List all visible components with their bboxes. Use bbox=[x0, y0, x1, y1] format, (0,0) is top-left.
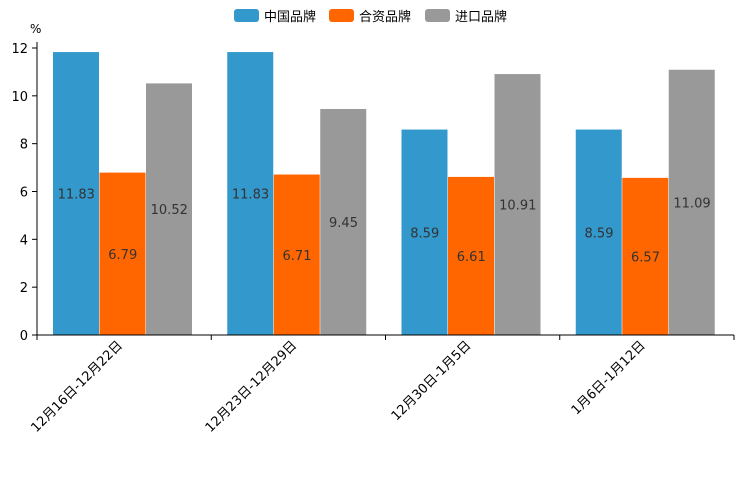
data-label-2-4: 6.57 bbox=[631, 250, 660, 265]
data-label-2-3: 6.61 bbox=[457, 250, 486, 265]
data-label-3-2: 9.45 bbox=[329, 216, 358, 231]
bar-2-4[interactable] bbox=[622, 177, 669, 335]
bar-3-2[interactable] bbox=[320, 108, 367, 335]
bar-3-3[interactable] bbox=[494, 74, 541, 336]
bar-2-2[interactable] bbox=[273, 174, 320, 335]
bar-1-4[interactable] bbox=[575, 129, 622, 335]
y-tick-label: 2 bbox=[20, 281, 28, 296]
y-tick-label: 0 bbox=[20, 329, 28, 344]
data-label-1-1: 11.83 bbox=[58, 188, 95, 203]
bar-1-1[interactable] bbox=[53, 52, 99, 336]
x-axis: 12月16日-12月22日 12月23日-12月29日 12月30日-1月5日 1月6… bbox=[28, 334, 735, 436]
bar-2-1[interactable] bbox=[99, 172, 146, 335]
y-tick-label: 4 bbox=[20, 233, 28, 248]
legend-label-1[interactable]: 中国品牌 bbox=[264, 9, 316, 25]
y-tick-label: 6 bbox=[20, 186, 28, 201]
y-tick-label: 10 bbox=[11, 90, 28, 105]
data-label-1-2: 11.83 bbox=[232, 188, 269, 203]
x-category-label-4: 1月6日-1月12日 bbox=[569, 338, 649, 418]
data-label-2-1: 6.79 bbox=[108, 248, 137, 263]
bar-3-1[interactable] bbox=[146, 83, 192, 335]
y-axis-unit-label: % bbox=[30, 22, 41, 36]
x-category-label-3: 12月30日-1月5日 bbox=[389, 338, 475, 424]
legend-swatch-1[interactable] bbox=[234, 9, 259, 22]
bar-2-3[interactable] bbox=[448, 176, 494, 335]
legend-label-2[interactable]: 合资品牌 bbox=[359, 9, 411, 25]
legend: 中国品牌 合资品牌 进口品牌 bbox=[234, 9, 507, 25]
y-axis: 0 2 4 6 8 10 12 bbox=[11, 42, 38, 344]
data-label-1-4: 8.59 bbox=[585, 226, 614, 241]
y-tick-label: 8 bbox=[20, 138, 28, 153]
bar-1-3[interactable] bbox=[401, 129, 448, 335]
data-label-1-3: 8.59 bbox=[410, 226, 439, 241]
bar-3-4[interactable] bbox=[668, 69, 715, 336]
bar-1-2[interactable] bbox=[227, 52, 274, 336]
x-category-label-2: 12月23日-12月29日 bbox=[203, 338, 300, 435]
data-label-2-2: 6.71 bbox=[283, 249, 312, 264]
y-tick-label: 12 bbox=[11, 42, 28, 57]
x-category-label-1: 12月16日-12月22日 bbox=[28, 338, 125, 435]
bars: 11.83 6.79 10.52 11.83 6.71 9.45 8.59 6.61 10.91… bbox=[53, 52, 715, 336]
data-label-3-1: 10.52 bbox=[151, 203, 188, 218]
legend-swatch-2[interactable] bbox=[329, 9, 354, 22]
data-label-3-3: 10.91 bbox=[499, 199, 536, 214]
legend-swatch-3[interactable] bbox=[425, 9, 450, 22]
legend-label-3[interactable]: 进口品牌 bbox=[455, 9, 507, 25]
data-label-3-4: 11.09 bbox=[673, 196, 710, 211]
